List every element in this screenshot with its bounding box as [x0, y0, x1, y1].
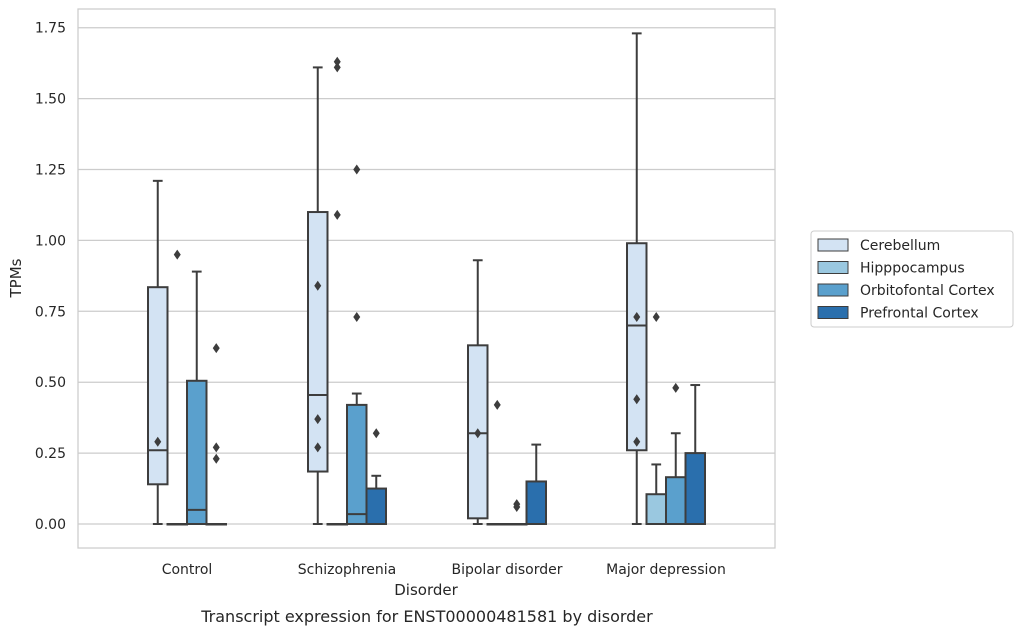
outlier-point — [333, 56, 341, 67]
plot-background — [78, 9, 775, 548]
box — [346, 164, 368, 525]
outlier-point — [333, 62, 341, 73]
box-body — [645, 493, 667, 525]
outlier-point — [633, 394, 641, 405]
x-tick-label: Bipolar disorder — [451, 562, 562, 578]
x-axis-label: Disorder — [394, 581, 458, 599]
outlier-point — [372, 428, 380, 439]
outlier-point — [353, 311, 361, 322]
box — [684, 384, 706, 526]
box — [326, 56, 348, 526]
box — [307, 66, 329, 525]
y-tick-label: 1.75 — [35, 21, 66, 37]
box-body — [626, 242, 648, 452]
outlier-point — [633, 311, 641, 322]
box-body — [684, 452, 706, 526]
outlier-point — [333, 209, 341, 220]
outlier-point — [154, 436, 162, 447]
legend-swatch — [817, 261, 849, 274]
box-body — [346, 403, 368, 525]
legend-swatch — [817, 283, 849, 297]
chart-caption: Transcript expression for ENST0000048158… — [200, 607, 653, 626]
box-body — [186, 379, 208, 526]
outlier-point — [314, 442, 322, 453]
y-tick-label: 0.00 — [35, 517, 66, 533]
legend-label: Orbitofontal Cortex — [860, 283, 995, 299]
box — [506, 499, 528, 526]
box — [205, 343, 227, 526]
box-body — [307, 211, 329, 473]
x-tick-label: Schizophrenia — [298, 562, 396, 578]
box-body — [365, 487, 387, 525]
box-series — [147, 32, 706, 526]
y-tick-label: 0.50 — [35, 375, 66, 391]
plot-frame — [77, 8, 776, 549]
box — [186, 270, 208, 526]
outlier-point — [314, 414, 322, 425]
legend-swatch — [817, 238, 849, 252]
legend-frame — [810, 230, 1014, 328]
legend-label: Prefrontal Cortex — [860, 306, 979, 322]
outlier-point — [474, 428, 482, 439]
outlier-point — [493, 399, 501, 410]
box-body — [525, 480, 547, 525]
box — [626, 32, 648, 525]
y-tick-label: 1.50 — [35, 92, 66, 108]
box — [645, 311, 667, 525]
outlier-point — [633, 436, 641, 447]
outlier-point — [173, 249, 181, 260]
outlier-point — [212, 453, 220, 464]
y-tick-label: 0.75 — [35, 304, 66, 320]
x-tick-label: Control — [162, 562, 213, 578]
outlier-point — [212, 442, 220, 453]
legend-label: Cerebellum — [860, 238, 940, 254]
outlier-point — [353, 164, 361, 175]
legend-label: Hipppocampus — [860, 261, 965, 277]
y-tick-label: 1.00 — [35, 233, 66, 249]
y-tick-label: 1.25 — [35, 163, 66, 179]
outlier-point — [652, 311, 660, 322]
box — [467, 259, 489, 525]
box — [665, 382, 687, 525]
x-tick-labels: Control Schizophrenia Bipolar disorder Majo… — [162, 562, 726, 578]
box-body — [665, 476, 687, 525]
x-tick-label: Major depression — [606, 562, 726, 578]
outlier-point — [314, 280, 322, 291]
y-tick-labels: 0.00 0.25 0.50 0.75 1.00 1.25 1.50 1.75 — [35, 21, 66, 533]
box — [147, 179, 169, 525]
y-axis-label: TPMs — [7, 258, 25, 298]
outlier-point — [513, 501, 521, 512]
legend-swatch — [817, 306, 849, 319]
outlier-point — [672, 382, 680, 393]
outlier-point — [212, 343, 220, 354]
y-tick-label: 0.25 — [35, 446, 66, 462]
legend: Cerebellum Hipppocampus Orbitofontal Corte… — [810, 230, 1014, 328]
box — [365, 428, 387, 525]
box — [525, 443, 547, 525]
box-body — [147, 286, 169, 486]
